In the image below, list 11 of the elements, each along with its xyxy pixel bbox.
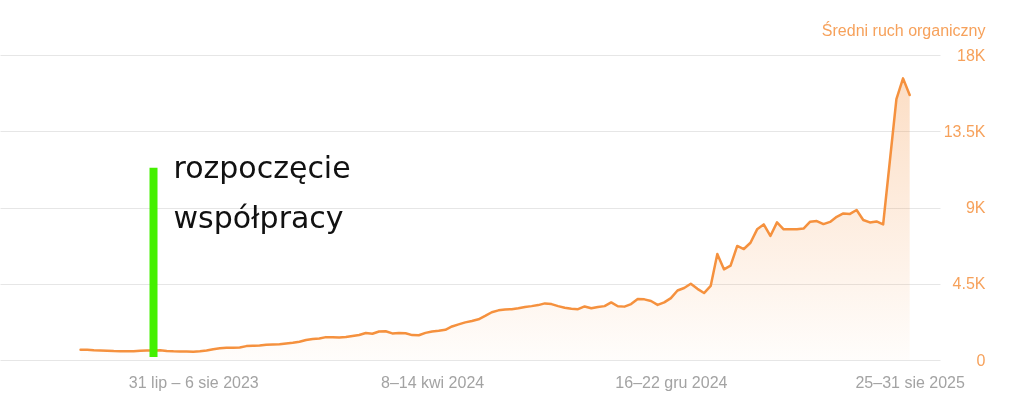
x-tick-label: 8–14 kwi 2024 [381, 373, 485, 391]
x-tick-label: 25–31 sie 2025 [855, 373, 965, 391]
y-axis-title: Średni ruch organiczny [821, 20, 986, 39]
y-tick-label: 13.5K [943, 122, 986, 140]
y-tick-label: 0 [976, 351, 986, 369]
x-tick-label: 31 lip – 6 sie 2023 [128, 373, 259, 391]
y-tick-label: 18K [957, 46, 986, 64]
y-tick-label: 4.5K [952, 275, 986, 293]
y-tick-label: 9K [965, 199, 986, 216]
x-tick-label: 16–22 gru 2024 [615, 373, 728, 391]
ref-line-label: rozpoczęcie współpracy [173, 149, 351, 235]
